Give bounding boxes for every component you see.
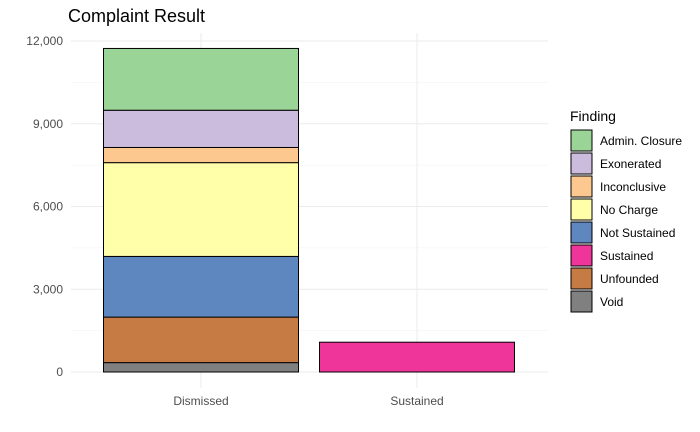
bar-segment-dismissed-void [103, 362, 299, 373]
legend-title: Finding [570, 108, 616, 124]
y-tick-label: 3,000 [33, 282, 63, 296]
legend-label: Void [600, 295, 623, 309]
bar-segment-dismissed-not-sustained [103, 255, 299, 318]
bar-segment-dismissed-unfounded [103, 316, 299, 364]
bar-segment-dismissed-no-charge [103, 162, 299, 257]
bars [103, 47, 515, 373]
legend: Finding Admin. Closure Exonerated Inconclu… [570, 108, 682, 313]
y-tick-label: 9,000 [33, 117, 63, 131]
legend-label: Inconclusive [600, 180, 666, 194]
legend-label: Unfounded [600, 272, 659, 286]
x-tick-label: Dismissed [173, 394, 228, 408]
legend-key [570, 290, 593, 313]
legend-key [570, 152, 593, 175]
y-tick-label: 12,000 [26, 34, 63, 48]
legend-label: Not Sustained [600, 226, 675, 240]
bar-segment-dismissed-exonerated [103, 109, 299, 148]
legend-key [570, 129, 593, 152]
legend-label: No Charge [600, 203, 658, 217]
legend-key [570, 221, 593, 244]
legend-label: Exonerated [600, 157, 661, 171]
x-axis: Dismissed Sustained [173, 394, 443, 408]
bar-segment-sustained-sustained [319, 341, 515, 373]
legend-label: Admin. Closure [600, 134, 682, 148]
legend-key [570, 175, 593, 198]
bar-segment-dismissed-inconclusive [103, 146, 299, 164]
legend-key [570, 267, 593, 290]
legend-key [570, 244, 593, 267]
y-tick-label: 6,000 [33, 200, 63, 214]
legend-key [570, 198, 593, 221]
x-tick-label: Sustained [390, 394, 443, 408]
y-tick-label: 0 [56, 365, 63, 379]
legend-label: Sustained [600, 249, 653, 263]
y-axis: 0 3,000 6,000 9,000 12,000 [26, 34, 63, 379]
chart-title: Complaint Result [68, 6, 205, 26]
bar-segment-dismissed-admin-closure [103, 47, 299, 111]
